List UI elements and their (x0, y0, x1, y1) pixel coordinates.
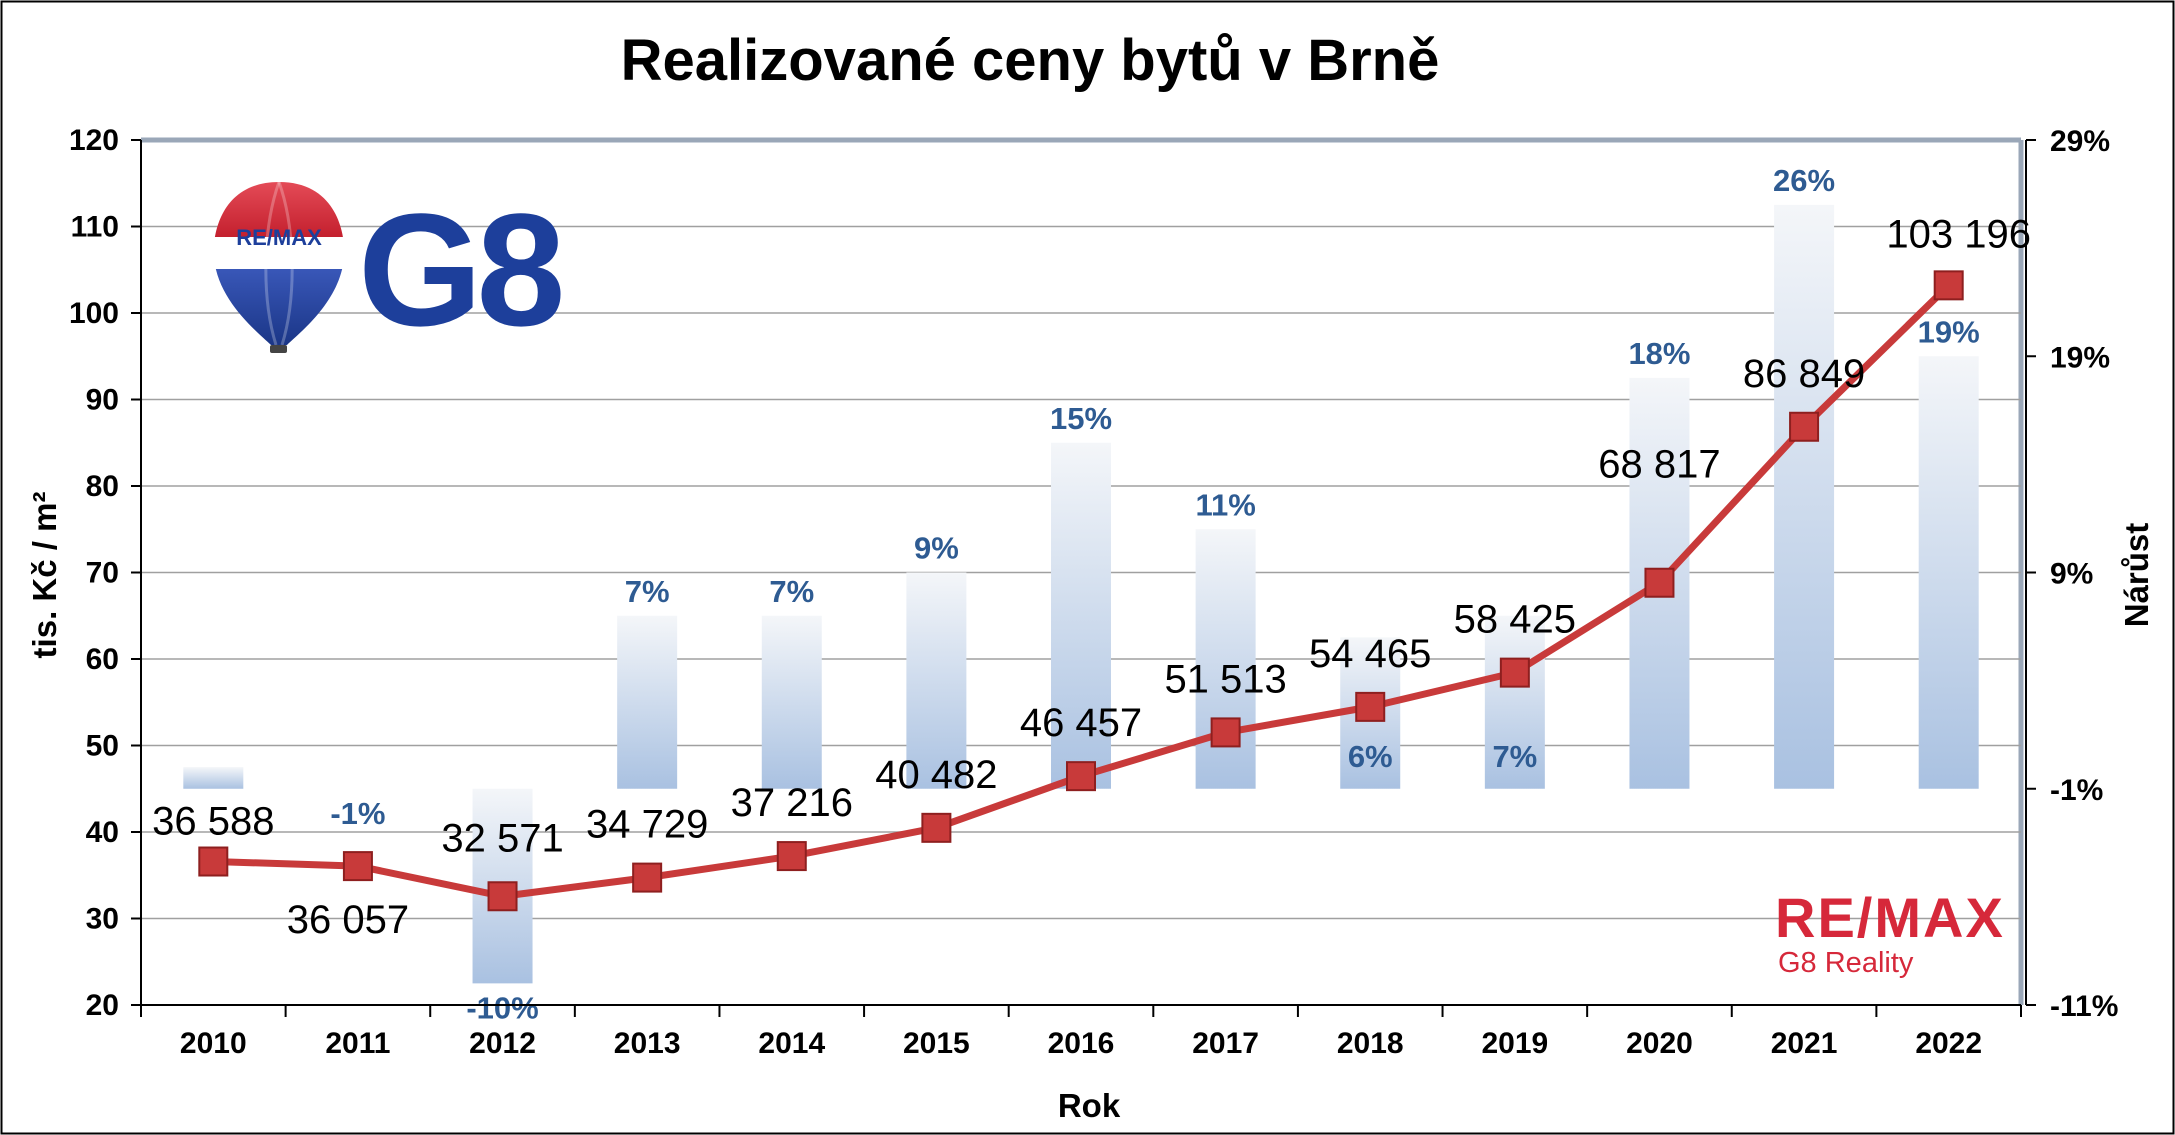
growth-bar (183, 767, 244, 789)
left-tick-label: 60 (86, 643, 119, 676)
balloon-brand-text: RE/MAX (236, 225, 322, 250)
x-tick-label: 2019 (1481, 1027, 1548, 1060)
price-label: 54 465 (1309, 632, 1431, 676)
price-marker (1066, 761, 1096, 792)
x-axis-title: Rok (1058, 1087, 1121, 1124)
x-tick-label: 2012 (469, 1027, 536, 1060)
price-label: 46 457 (1020, 701, 1142, 745)
price-label: 32 571 (441, 816, 563, 860)
price-marker (921, 812, 952, 843)
left-tick-label: 40 (86, 816, 119, 849)
price-label: 34 729 (586, 803, 708, 847)
price-label: 36 588 (152, 800, 274, 844)
growth-label: 19% (1918, 314, 1980, 349)
price-markers (198, 270, 1964, 912)
chart-title: Realizované ceny bytů v Brně (621, 28, 1440, 93)
growth-label: 26% (1773, 163, 1835, 198)
left-tick-label: 70 (86, 557, 119, 590)
x-tick-label: 2016 (1048, 1027, 1115, 1060)
price-label: 37 216 (731, 781, 853, 825)
growth-label: 6% (1348, 739, 1393, 774)
growth-bar (1484, 615, 1545, 789)
price-label: 58 425 (1454, 598, 1576, 642)
g8-reality-text: G8 Reality (1778, 947, 1914, 979)
left-tick-label: 90 (86, 384, 119, 417)
right-tick-label: 19% (2050, 341, 2110, 374)
price-marker (198, 846, 229, 877)
price-marker (1789, 411, 1820, 442)
x-tick-label: 2022 (1915, 1027, 1982, 1060)
price-marker (1210, 717, 1241, 748)
growth-label: 7% (625, 574, 670, 609)
price-label: 86 849 (1743, 352, 1865, 396)
left-tick-label: 100 (69, 297, 119, 330)
g8-brand-text: G8 (358, 180, 561, 359)
price-marker (632, 862, 663, 893)
growth-bar (761, 615, 822, 789)
left-tick-label: 110 (71, 211, 119, 244)
growth-bar (617, 615, 678, 789)
x-tick-label: 2011 (325, 1027, 390, 1060)
right-tick-label: -1% (2050, 774, 2103, 807)
right-tick-label: -11% (2050, 990, 2118, 1023)
x-tick-label: 2015 (903, 1027, 970, 1060)
x-tick-label: 2021 (1771, 1027, 1838, 1060)
price-label: 40 482 (875, 753, 997, 797)
x-tick-label: 2014 (758, 1027, 825, 1060)
growth-labels: -1% -10% 7% 7% 9% 15% 11% 6% 7% 18% 26% 19% (330, 163, 1979, 1026)
right-tick-labels: -11% -1% 9% 19% 29% (2026, 125, 2118, 1023)
x-tick-labels: 2010 2011 2012 2013 2014 2015 2016 2017 2018 2019… (140, 1005, 2022, 1060)
left-tick-label: 50 (86, 730, 119, 763)
price-marker (776, 841, 807, 872)
growth-label: 9% (914, 531, 959, 566)
growth-label: -1% (330, 796, 385, 831)
growth-bar (1051, 442, 1111, 789)
growth-label: 7% (769, 574, 814, 609)
y-axis-right-title: Nárůst (2118, 523, 2155, 628)
price-marker (1499, 657, 1530, 688)
growth-label: 18% (1628, 336, 1690, 371)
x-tick-label: 2020 (1626, 1027, 1693, 1060)
growth-label: 11% (1195, 487, 1255, 522)
growth-bar (906, 572, 967, 789)
price-label: 36 057 (287, 898, 409, 942)
left-tick-label: 30 (86, 903, 119, 936)
x-tick-label: 2010 (180, 1027, 247, 1060)
price-label: 51 513 (1164, 657, 1286, 701)
growth-bar (1918, 356, 1979, 789)
price-marker (1933, 270, 1964, 301)
x-tick-label: 2018 (1337, 1027, 1404, 1060)
price-marker (1355, 691, 1386, 722)
growth-bars (183, 204, 1979, 984)
left-tick-labels: 20 30 40 50 60 70 80 90 100 110 120 (69, 124, 141, 1022)
growth-bar (1774, 204, 1835, 789)
right-tick-label: 9% (2050, 558, 2093, 591)
y-axis-left-title: tis. Kč / m² (26, 492, 63, 659)
right-tick-label: 29% (2050, 125, 2110, 158)
price-marker (342, 851, 373, 882)
growth-label: -10% (466, 990, 538, 1025)
remax-g8-reality-logo: RE/MAX G8 Reality (1775, 886, 2005, 979)
x-tick-label: 2013 (614, 1027, 681, 1060)
left-tick-label: 120 (69, 124, 119, 157)
growth-label: 15% (1050, 401, 1112, 436)
price-marker (487, 881, 518, 912)
growth-label: 7% (1492, 739, 1537, 774)
remax-brand-text: RE/MAX (1775, 886, 2005, 949)
price-marker (1644, 567, 1675, 598)
left-tick-label: 20 (86, 989, 119, 1022)
left-tick-label: 80 (86, 470, 119, 503)
balloon-basket-icon (270, 345, 287, 353)
x-tick-label: 2017 (1192, 1027, 1259, 1060)
price-label: 68 817 (1598, 443, 1720, 487)
price-label: 103 196 (1886, 212, 2031, 256)
price-labels: 36 588 36 057 32 571 34 729 37 216 40 482 46 4… (152, 212, 2031, 942)
